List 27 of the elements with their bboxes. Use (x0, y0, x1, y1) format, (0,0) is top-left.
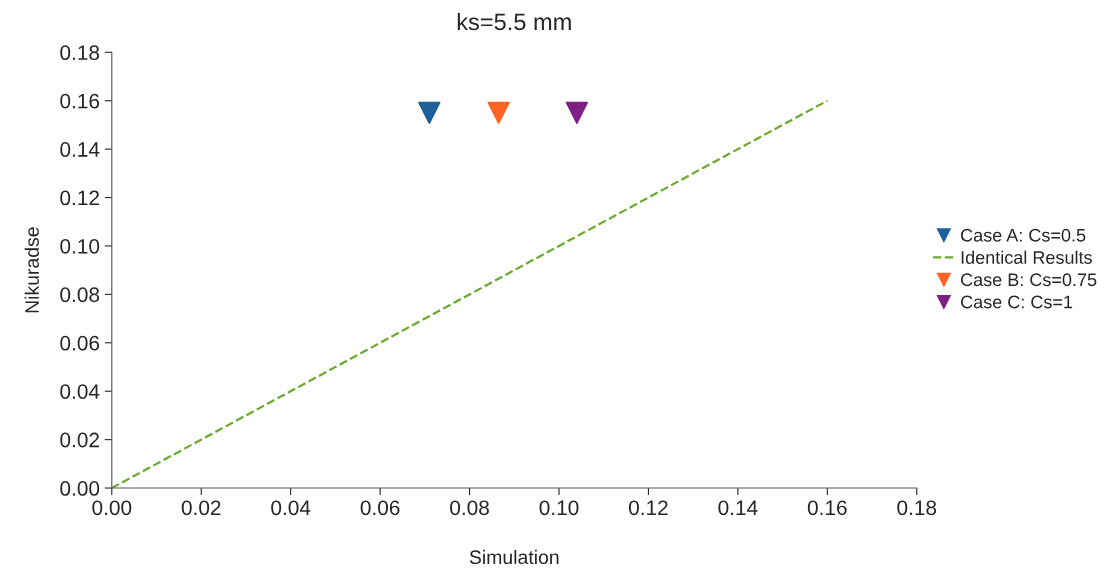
x-tick-label: 0.00 (92, 500, 132, 516)
x-axis-title: Simulation (469, 549, 559, 565)
legend-label: Identical Results (961, 250, 1092, 264)
legend-label: Case C: Cs=1 (961, 295, 1073, 309)
y-tick-label: 0.16 (60, 93, 100, 109)
y-tick-label: 0.14 (60, 142, 100, 157)
y-tick-label: 0.10 (60, 238, 100, 254)
x-tick-label: 0.02 (181, 500, 221, 516)
legend-label: Case A: Cs=0.5 (961, 228, 1086, 242)
x-tick-label: 0.08 (450, 500, 489, 516)
x-tick-label: 0.12 (628, 500, 668, 516)
y-axis-title: Nikuradse (24, 227, 39, 313)
y-tick-label: 0.06 (60, 335, 100, 351)
legend-label: Case B: Cs=0.75 (961, 273, 1097, 287)
y-tick-label: 0.18 (60, 45, 100, 61)
y-tick-label: 0.12 (60, 190, 99, 206)
y-tick-label: 0.00 (60, 481, 100, 496)
y-tick-label: 0.02 (60, 432, 99, 448)
x-tick-label: 0.16 (807, 500, 847, 516)
x-tick-label: 0.14 (718, 500, 758, 516)
y-tick-label: 0.04 (60, 384, 100, 399)
x-tick-label: 0.06 (360, 500, 400, 516)
x-tick-label: 0.18 (897, 500, 937, 516)
y-tick-label: 0.08 (60, 287, 100, 303)
chart-title: ks=5.5 mm (457, 12, 571, 31)
x-tick-label: 0.10 (539, 500, 579, 516)
x-tick-label: 0.04 (271, 500, 311, 516)
